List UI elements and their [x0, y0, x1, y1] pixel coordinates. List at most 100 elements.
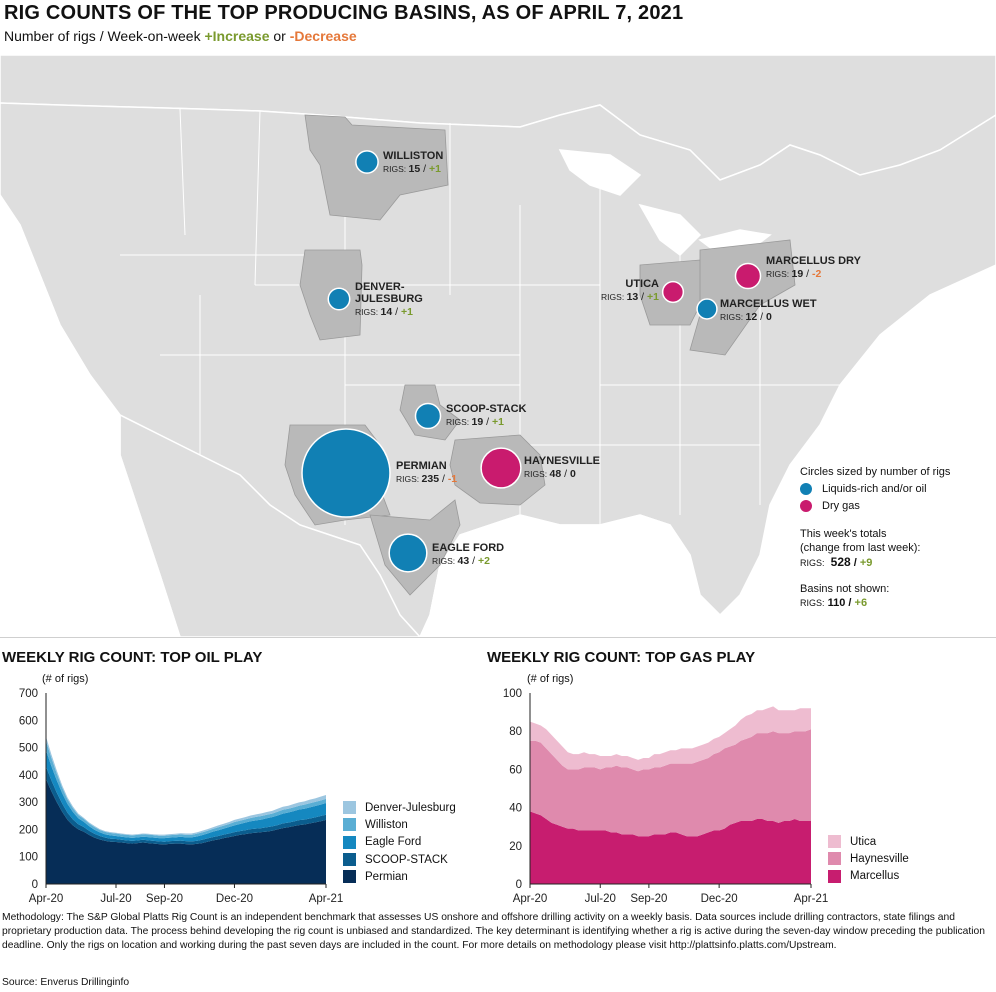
source-text: Source: Enverus Drillinginfo — [2, 977, 130, 988]
basin-name-williston: WILLISTON — [383, 150, 443, 162]
gas-legend: Utica Haynesville Marcellus — [828, 833, 909, 885]
gas-chart: 0 20 40 60 80 100 Apr-20 Jul-20 Sep-20 Dec-20 Apr-… — [503, 688, 828, 905]
basin-rigs-marcellus-dry: RIGS: 19 / -2 — [766, 268, 821, 280]
totals-change: +9 — [859, 557, 873, 569]
basin-circle-scoop-stack — [414, 402, 442, 430]
area-haynesville — [530, 729, 811, 837]
x-tick-label: Dec-20 — [216, 893, 253, 905]
basin-name-denver-julesburg: DENVER- — [355, 281, 405, 293]
basin-circle-marcellus-dry — [734, 262, 762, 290]
x-tick-label: Apr-20 — [29, 893, 64, 905]
x-tick-label: Dec-20 — [701, 893, 738, 905]
totals-line: RIGS: 528 / +9 — [800, 555, 873, 569]
gas-chart-title: WEEKLY RIG COUNT: TOP GAS PLAY — [487, 649, 756, 666]
basin-name-permian: PERMIAN — [396, 460, 447, 472]
y-tick-label: 300 — [19, 797, 38, 809]
legend-label: Utica — [850, 835, 877, 848]
legend-label: SCOOP-STACK — [365, 853, 448, 866]
map-legend-title: Circles sized by number of rigs — [800, 466, 951, 478]
y-tick-label: 200 — [19, 824, 38, 836]
oil-chart: 0 100 200 300 400 500 600 700 Apr-20 Jul-20 Sep-20… — [19, 688, 344, 905]
oil-legend: Denver-Julesburg Williston Eagle Ford SCOOP… — [343, 799, 456, 885]
basin-rigs-marcellus-wet: RIGS: 12 / 0 — [720, 311, 772, 323]
legend-swatch — [828, 835, 841, 849]
x-tick-label: Apr-21 — [309, 893, 344, 905]
legend-label: Permian — [365, 870, 408, 883]
basin-name-utica: UTICA — [625, 278, 659, 290]
basin-circle-eagle-ford — [388, 533, 428, 573]
legend-label: Eagle Ford — [365, 836, 422, 849]
oil-chart-title: WEEKLY RIG COUNT: TOP OIL PLAY — [2, 649, 263, 666]
gas-chart-unit: (# of rigs) — [527, 673, 574, 685]
marcellus-area — [689, 239, 796, 356]
map-legend: Circles sized by number of rigs Liquids-… — [800, 465, 950, 610]
legend-swatch — [343, 801, 356, 815]
y-tick-label: 100 — [503, 688, 522, 700]
legend-swatch — [343, 835, 356, 849]
basin-rigs-haynesville: RIGS: 48 / 0 — [524, 468, 576, 480]
basin-name-haynesville: HAYNESVILLE — [524, 455, 600, 467]
legend-label: Marcellus — [850, 870, 900, 883]
legend-item-eagle-ford: Eagle Ford — [343, 834, 456, 851]
legend-swatch — [828, 852, 841, 866]
basin-circle-williston — [355, 150, 379, 174]
basin-name-eagle-ford: EAGLE FORD — [432, 542, 504, 554]
basin-rigs-permian: RIGS: 235 / -1 — [396, 473, 457, 485]
legend-item-haynesville: Haynesville — [828, 850, 909, 867]
section-divider — [0, 637, 996, 638]
pacific-water — [0, 193, 181, 637]
y-tick-label: 400 — [19, 770, 38, 782]
x-tick-label: Sep-20 — [630, 893, 667, 905]
y-tick-label: 20 — [509, 841, 522, 853]
basin-circle-permian — [301, 428, 391, 518]
area-utica — [530, 706, 811, 772]
subtitle-decrease: -Decrease — [289, 28, 357, 44]
legend-item-utica: Utica — [828, 833, 909, 850]
liquids-dot-icon — [800, 483, 812, 495]
legend-swatch — [828, 869, 841, 883]
y-tick-label: 80 — [509, 726, 522, 738]
totals-rigs-label: RIGS: — [800, 558, 825, 568]
legend-item-marcellus: Marcellus — [828, 868, 909, 885]
legend-label: Williston — [365, 818, 408, 831]
legend-swatch — [343, 818, 356, 832]
basin-rigs-denver-julesburg: RIGS: 14 / +1 — [355, 306, 413, 318]
basin-name-scoop-stack: SCOOP-STACK — [446, 403, 527, 415]
land-shapes — [0, 55, 996, 637]
basin-rigs-utica: RIGS: 13 / +1 — [601, 291, 659, 303]
methodology-text: Methodology: The S&P Global Platts Rig C… — [2, 912, 986, 951]
basin-name-denver-julesburg-2: JULESBURG — [355, 293, 423, 305]
legend-item-scoop-stack: SCOOP-STACK — [343, 851, 456, 868]
basin-name-marcellus-wet: MARCELLUS WET — [720, 298, 817, 310]
legend-label: Denver-Julesburg — [365, 801, 456, 814]
drygas-dot-icon — [800, 500, 812, 512]
y-tick-label: 0 — [516, 879, 522, 891]
y-tick-label: 40 — [509, 803, 522, 815]
not-shown-value: 110 — [827, 597, 846, 609]
totals-title: This week's totals — [800, 528, 887, 540]
x-tick-label: Sep-20 — [146, 893, 183, 905]
y-tick-label: 500 — [19, 743, 38, 755]
basin-circle-haynesville — [480, 447, 522, 489]
basin-circle-marcellus-wet — [696, 298, 718, 320]
legend-label: Haynesville — [850, 852, 909, 865]
subtitle-increase: +Increase — [204, 28, 270, 44]
legend-drygas-label: Dry gas — [822, 500, 860, 512]
basin-map: WILLISTON RIGS: 15 / +1 DENVER- JULESBURG RI… — [0, 55, 996, 637]
x-tick-label: Apr-20 — [513, 893, 548, 905]
not-shown-title: Basins not shown: — [800, 583, 890, 595]
basin-circles — [301, 150, 762, 573]
legend-item-williston: Williston — [343, 816, 456, 833]
legend-liquids-row: Liquids-rich and/or oil — [800, 482, 950, 496]
basin-circle-utica — [661, 280, 685, 304]
y-tick-label: 700 — [19, 688, 38, 700]
not-shown-line: RIGS: 110 / +6 — [800, 597, 868, 609]
oil-chart-unit: (# of rigs) — [42, 673, 89, 685]
legend-item-permian: Permian — [343, 868, 456, 885]
gulf-water — [419, 514, 721, 637]
subtitle-main: Number of rigs / Week-on-week — [4, 28, 205, 44]
basin-rigs-eagle-ford: RIGS: 43 / +2 — [432, 555, 490, 567]
legend-swatch — [343, 853, 356, 867]
